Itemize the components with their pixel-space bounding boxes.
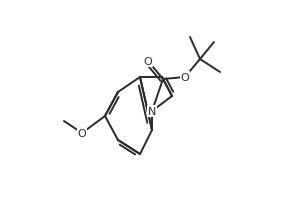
Text: O: O xyxy=(78,128,86,138)
Text: O: O xyxy=(181,73,189,83)
Text: N: N xyxy=(148,107,156,116)
Text: O: O xyxy=(144,57,152,67)
